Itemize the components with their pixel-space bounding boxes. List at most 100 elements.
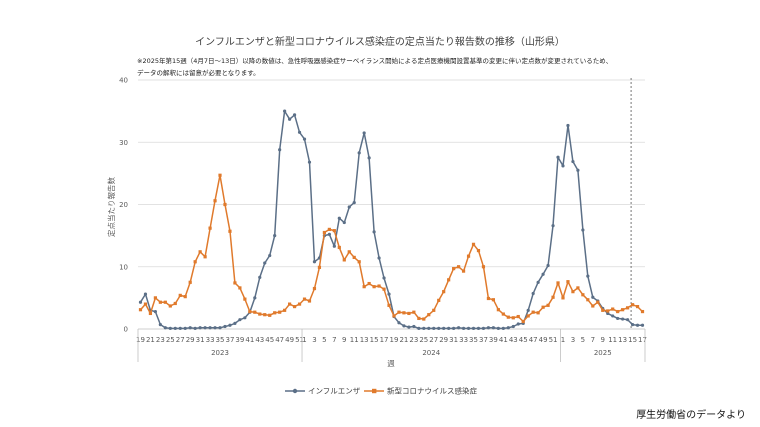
covid-point: [526, 314, 530, 318]
covid-point: [581, 293, 585, 297]
covid-point: [531, 310, 535, 314]
covid-point: [591, 304, 595, 308]
covid-point: [213, 199, 217, 203]
influenza-point: [397, 321, 401, 325]
covid-point: [486, 296, 491, 301]
covid-point: [561, 296, 565, 300]
covid-point: [332, 229, 336, 233]
covid-point: [278, 310, 282, 314]
x-tick-label: 15: [628, 336, 637, 344]
x-tick-label: 37: [225, 336, 234, 344]
covid-point: [173, 301, 177, 306]
covid-point: [138, 308, 143, 312]
influenza-point: [352, 201, 356, 205]
year-label: 2024: [422, 349, 440, 357]
influenza-point: [203, 326, 207, 330]
covid-point: [392, 314, 396, 318]
covid-point: [312, 286, 317, 291]
legend-marker: [372, 388, 377, 394]
covid-point: [233, 281, 237, 285]
x-tick-label: 31: [449, 336, 458, 344]
influenza-point: [511, 324, 515, 329]
covid-point: [273, 311, 277, 315]
covid-point: [516, 314, 520, 319]
series-line-influenza: [139, 110, 643, 330]
covid-point: [621, 308, 625, 312]
influenza-point: [173, 326, 177, 330]
influenza-point: [268, 253, 272, 258]
x-tick-label: 3: [312, 336, 316, 344]
influenza-point: [307, 160, 312, 164]
series-line-covid: [139, 174, 644, 323]
x-tick-label: 21: [399, 336, 408, 344]
covid-point: [342, 258, 346, 262]
y-tick-label: 30: [119, 139, 128, 147]
influenza-point: [367, 156, 371, 160]
covid-point: [297, 302, 302, 306]
x-tick-label: 13: [618, 336, 627, 344]
covid-point: [601, 308, 605, 312]
x-tick-label: 45: [265, 336, 274, 344]
influenza-point: [541, 272, 545, 276]
influenza-point: [273, 234, 277, 238]
influenza-point: [362, 131, 366, 135]
covid-point: [586, 298, 590, 302]
covid-point: [556, 281, 560, 285]
chart-series: [138, 109, 645, 330]
x-tick-label: 21: [146, 336, 155, 344]
influenza-point: [347, 205, 351, 209]
x-tick-label: 15: [370, 336, 379, 344]
covid-point: [437, 298, 441, 302]
influenza-point: [233, 321, 237, 325]
x-tick-label: 19: [136, 336, 145, 344]
influenza-point: [611, 314, 615, 318]
influenza-point: [153, 309, 157, 314]
influenza-point: [621, 317, 625, 321]
influenza-point: [571, 159, 575, 164]
covid-point: [521, 319, 525, 324]
covid-point: [616, 309, 620, 314]
covid-point: [611, 307, 615, 311]
covid-point: [536, 311, 540, 315]
influenza-point: [163, 326, 167, 330]
covid-point: [302, 297, 307, 301]
influenza-point: [288, 117, 292, 121]
covid-point: [253, 310, 257, 314]
influenza-point: [218, 326, 222, 330]
covid-point: [218, 173, 222, 177]
grid-lines: [138, 79, 645, 330]
influenza-point: [243, 316, 247, 320]
covid-point: [238, 286, 242, 290]
influenza-point: [526, 308, 530, 312]
covid-point: [223, 202, 227, 207]
x-tick-label: 41: [499, 336, 508, 344]
x-tick-label: 45: [519, 336, 528, 344]
covid-point: [452, 267, 456, 271]
x-tick-label: 39: [235, 336, 244, 344]
x-tick-label: 49: [539, 336, 548, 344]
influenza-point: [481, 326, 486, 330]
influenza-point: [466, 326, 471, 330]
x-tick-label: 47: [275, 336, 284, 344]
covid-point: [576, 286, 580, 290]
covid-point: [143, 302, 148, 306]
influenza-point: [178, 326, 182, 330]
influenza-point: [292, 113, 297, 117]
influenza-point: [213, 326, 217, 330]
y-tick-label: 20: [119, 201, 128, 209]
covid-point: [546, 303, 550, 307]
covid-point: [417, 316, 421, 321]
legend-label: インフルエンザ: [308, 387, 361, 396]
influenza-point: [238, 318, 242, 322]
x-tick-label: 25: [166, 336, 175, 344]
influenza-point: [193, 326, 197, 330]
x-tick-label: 27: [429, 336, 438, 344]
covid-point: [412, 310, 416, 314]
year-label: 2023: [211, 349, 229, 357]
covid-point: [208, 226, 212, 230]
influenza-point: [158, 323, 162, 327]
influenza-point: [531, 291, 535, 296]
x-tick-label: 31: [196, 336, 205, 344]
covid-point: [457, 265, 461, 269]
covid-point: [158, 300, 162, 304]
